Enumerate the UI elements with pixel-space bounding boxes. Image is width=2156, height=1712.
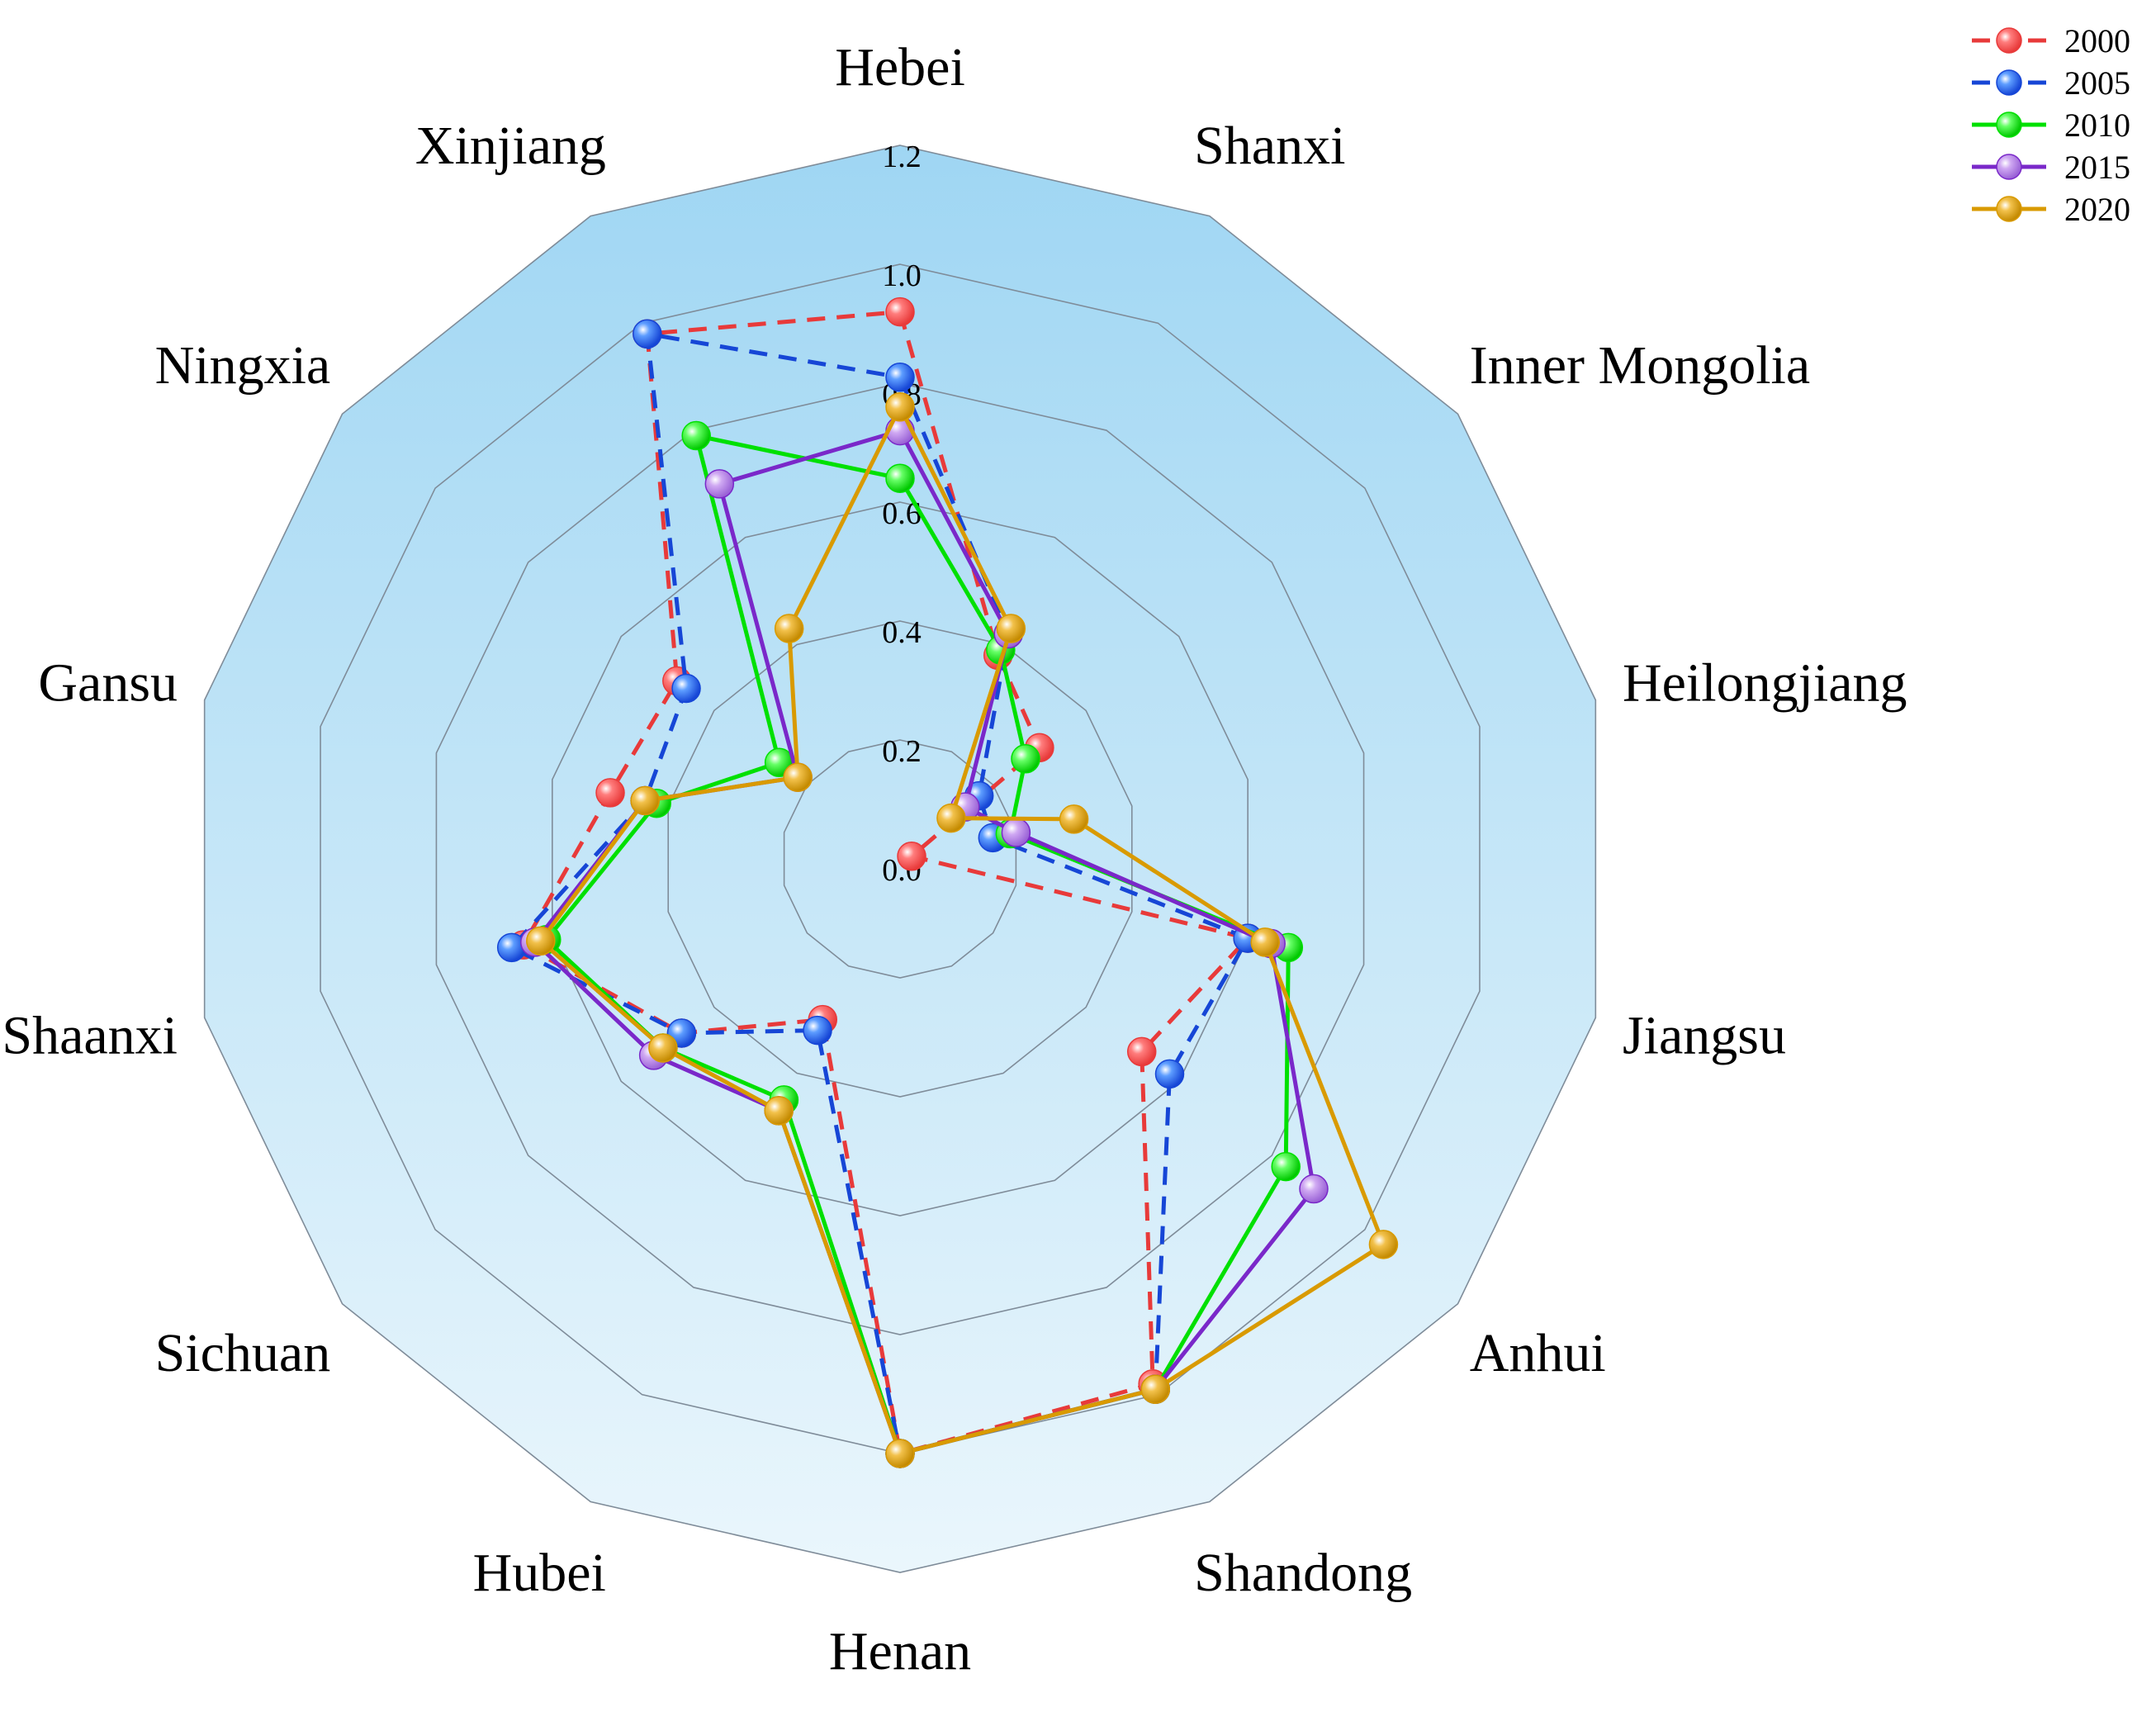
legend-item: 2000 (1972, 22, 2130, 59)
data-point (1140, 1374, 1171, 1404)
legend-item: 2015 (1972, 149, 2130, 186)
data-point (1271, 1151, 1301, 1182)
category-label: Shaanxi (2, 1005, 178, 1065)
legend-marker (1996, 111, 2022, 138)
tick-label: 1.2 (882, 140, 922, 174)
category-labels: Hebei Shanxi Inner Mongolia Heilongjiang Jia… (2, 37, 1907, 1681)
data-point (671, 673, 701, 704)
tick-label: 1.0 (882, 258, 922, 293)
tick-label: 0.2 (882, 734, 922, 769)
data-point (885, 463, 915, 493)
category-label: Heilongjiang (1623, 653, 1907, 714)
data-point (1001, 818, 1031, 847)
data-point (897, 842, 926, 871)
legend-marker (1996, 27, 2022, 54)
data-point (595, 778, 625, 808)
data-point (764, 1096, 794, 1126)
data-point (1126, 1036, 1157, 1067)
category-label: Hebei (835, 37, 965, 97)
legend-item: 2005 (1972, 64, 2130, 102)
series-2020 (526, 392, 1399, 1468)
grid-ring (552, 501, 1249, 1216)
legend-item: 2020 (1972, 191, 2130, 228)
category-label: Shanxi (1194, 116, 1345, 176)
data-point (681, 420, 711, 451)
data-point (648, 1033, 678, 1063)
legend-marker (1996, 154, 2022, 180)
data-point (885, 363, 915, 392)
legend-item: 2010 (1972, 107, 2130, 144)
data-point (774, 614, 804, 643)
data-point (1250, 927, 1280, 957)
category-label: Sichuan (155, 1323, 331, 1383)
grid-ring (667, 620, 1133, 1098)
data-point (630, 785, 660, 816)
tick-label: 0.4 (882, 615, 922, 650)
data-point (1154, 1059, 1185, 1089)
category-label: Anhui (1470, 1323, 1606, 1383)
legend-label: 2005 (2064, 64, 2130, 102)
radar-grid (320, 263, 1481, 1454)
legend-label: 2010 (2064, 107, 2130, 144)
data-point (526, 926, 556, 956)
data-point (704, 469, 735, 499)
data-point (996, 614, 1026, 643)
data-point (803, 1015, 832, 1046)
category-label: Shandong (1194, 1543, 1412, 1603)
data-point (1059, 804, 1089, 834)
data-point (885, 1439, 915, 1468)
category-label: Inner Mongolia (1470, 335, 1810, 396)
grid-ring (435, 382, 1365, 1335)
legend: 2000 2005 2010 2015 2020 (1972, 22, 2130, 228)
category-label: Henan (829, 1621, 971, 1681)
legend-label: 2000 (2064, 22, 2130, 59)
data-point (633, 319, 662, 349)
category-label: Gansu (38, 653, 178, 714)
category-label: Hubei (473, 1543, 606, 1603)
category-label: Ningxia (155, 335, 331, 396)
data-point (936, 803, 966, 833)
data-point (885, 296, 915, 327)
legend-marker (1996, 69, 2022, 96)
data-point (1368, 1230, 1399, 1259)
legend-label: 2015 (2064, 149, 2130, 186)
data-point (1299, 1174, 1329, 1204)
category-label: Jiangsu (1623, 1005, 1786, 1065)
data-point (885, 392, 915, 422)
data-point (1011, 744, 1040, 774)
grid-ring (783, 739, 1017, 979)
series-line (521, 310, 1250, 1456)
legend-label: 2020 (2064, 191, 2130, 228)
data-point (783, 762, 813, 792)
category-label: Xinjiang (415, 116, 606, 176)
legend-marker (1996, 196, 2022, 222)
data-series (496, 296, 1399, 1468)
